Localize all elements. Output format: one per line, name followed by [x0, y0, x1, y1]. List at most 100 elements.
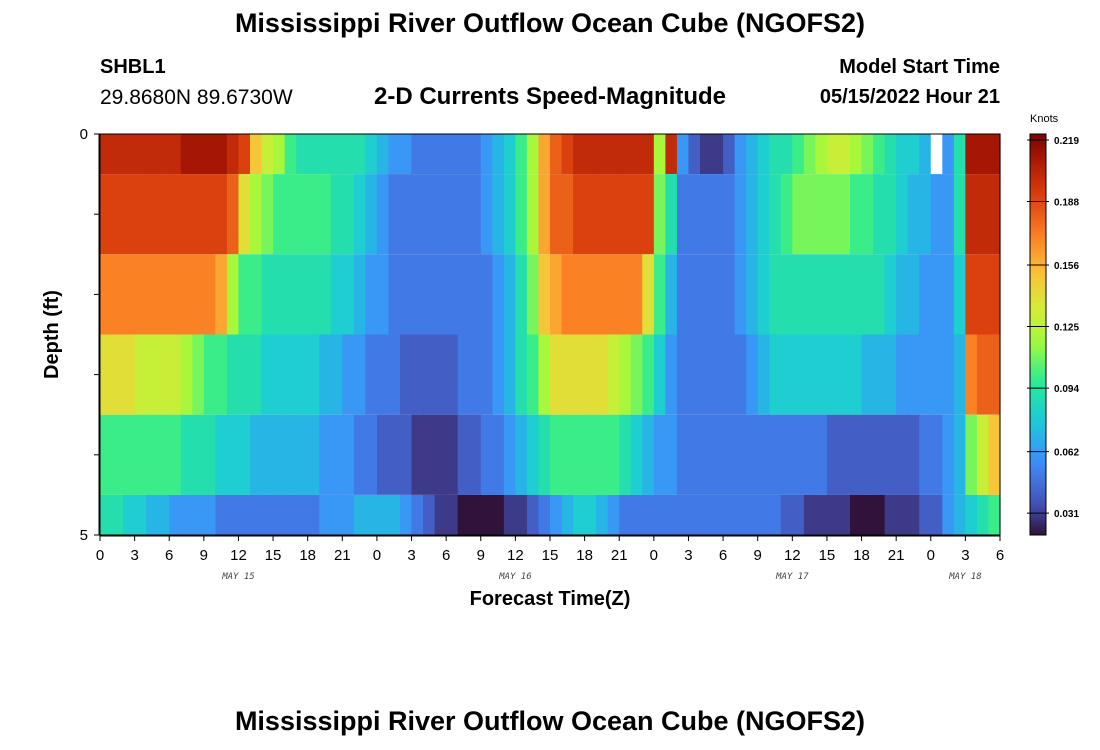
heatmap-cell [757, 414, 770, 495]
heatmap-cell [573, 174, 586, 255]
heatmap-cell [226, 254, 240, 335]
heatmap-cell [965, 334, 978, 415]
heatmap-cell [850, 134, 863, 175]
heatmap-cell [711, 174, 724, 255]
heatmap-cell [400, 254, 413, 335]
heatmap-cell [134, 134, 147, 175]
heatmap-cell [307, 174, 320, 255]
heatmap-cell [584, 334, 597, 415]
heatmap-cell [988, 334, 1001, 415]
x-tick-label: 0 [96, 547, 104, 564]
heatmap-cell [319, 254, 332, 335]
heatmap-cell [411, 134, 424, 175]
heatmap-cell [942, 334, 955, 415]
heatmap-cell [930, 334, 943, 415]
heatmap-cell [884, 134, 897, 175]
heatmap-cell [376, 334, 390, 415]
heatmap-cell [307, 334, 320, 415]
heatmap-cell [919, 254, 932, 335]
heatmap-cell [296, 334, 309, 415]
heatmap-cell [711, 414, 724, 495]
colorbar-tick-label: 0.094 [1054, 384, 1079, 395]
colorbar-tick-label: 0.125 [1054, 323, 1079, 334]
heatmap-cell [884, 174, 897, 255]
heatmap-cell [284, 254, 297, 335]
heatmap-cell [896, 414, 909, 495]
heatmap-cell [630, 174, 643, 255]
heatmap-cell [561, 334, 574, 415]
heatmap-cell [965, 134, 978, 175]
heatmap-cell [296, 174, 309, 255]
heatmap-cell [596, 414, 609, 495]
heatmap-cell [850, 494, 863, 535]
heatmap-cell [573, 414, 586, 495]
heatmap-cell [584, 134, 597, 175]
heatmap-cell [284, 494, 297, 535]
heatmap-cell [826, 494, 840, 535]
heatmap-cell [746, 494, 759, 535]
heatmap-cell [734, 134, 747, 175]
heatmap-cell [792, 174, 805, 255]
heatmap-cell [423, 254, 436, 335]
heatmap-cell [746, 334, 759, 415]
date-label: MAY 18 [948, 572, 982, 582]
heatmap-cell [284, 414, 297, 495]
heatmap-cell [492, 414, 505, 495]
heatmap-cell [538, 414, 551, 495]
x-tick-label: 9 [754, 547, 762, 564]
heatmap-cell [826, 334, 840, 415]
heatmap-cell [723, 334, 736, 415]
heatmap-cell [180, 254, 193, 335]
heatmap-cell [515, 414, 528, 495]
date-label: MAY 17 [775, 572, 809, 582]
heatmap-cell [769, 414, 782, 495]
heatmap-cell [757, 134, 770, 175]
heatmap-cell [619, 494, 632, 535]
heatmap-cell [746, 134, 759, 175]
heatmap-cell [526, 334, 540, 415]
heatmap-cell [273, 134, 286, 175]
heatmap-cell [780, 414, 793, 495]
heatmap-cell [169, 174, 182, 255]
colorbar-tick-label: 0.188 [1054, 197, 1079, 208]
heatmap-cell [330, 334, 343, 415]
colorbar-tick-label: 0.156 [1054, 261, 1079, 272]
heatmap-cell [434, 414, 447, 495]
heatmap-cell [884, 254, 897, 335]
heatmap-cell [250, 334, 263, 415]
heatmap-cell [803, 414, 816, 495]
heatmap-cell [988, 414, 1001, 495]
heatmap-cell [388, 254, 401, 335]
heatmap-cell [596, 174, 609, 255]
x-tick-label: 3 [961, 547, 969, 564]
heatmap-cell [296, 134, 309, 175]
heatmap-cell [446, 174, 459, 255]
heatmap-cell [469, 134, 482, 175]
heatmap-cell [919, 414, 932, 495]
x-tick-label: 15 [265, 547, 282, 564]
heatmap-cell [792, 254, 805, 335]
heatmap-cell [111, 334, 124, 415]
heatmap-cell [550, 494, 563, 535]
heatmap-cell [676, 254, 690, 335]
heatmap-cell [284, 134, 297, 175]
heatmap-cell [169, 414, 182, 495]
heatmap-cell [803, 134, 816, 175]
heatmap-cell [653, 254, 666, 335]
x-tick-label: 6 [719, 547, 727, 564]
heatmap-cell [376, 414, 390, 495]
heatmap-cell [976, 254, 990, 335]
heatmap-cell [584, 174, 597, 255]
x-tick-label: 12 [507, 547, 524, 564]
heatmap-cell [284, 174, 297, 255]
heatmap-cell [642, 134, 655, 175]
heatmap-cell [526, 134, 540, 175]
y-tick-label: 5 [80, 527, 88, 544]
heatmap-cell [157, 494, 170, 535]
heatmap-cell [538, 174, 551, 255]
heatmap-cell [319, 174, 332, 255]
heatmap-cell [803, 494, 816, 535]
heatmap-cell [838, 254, 851, 335]
heatmap-cell [261, 254, 274, 335]
heatmap-cell [492, 174, 505, 255]
